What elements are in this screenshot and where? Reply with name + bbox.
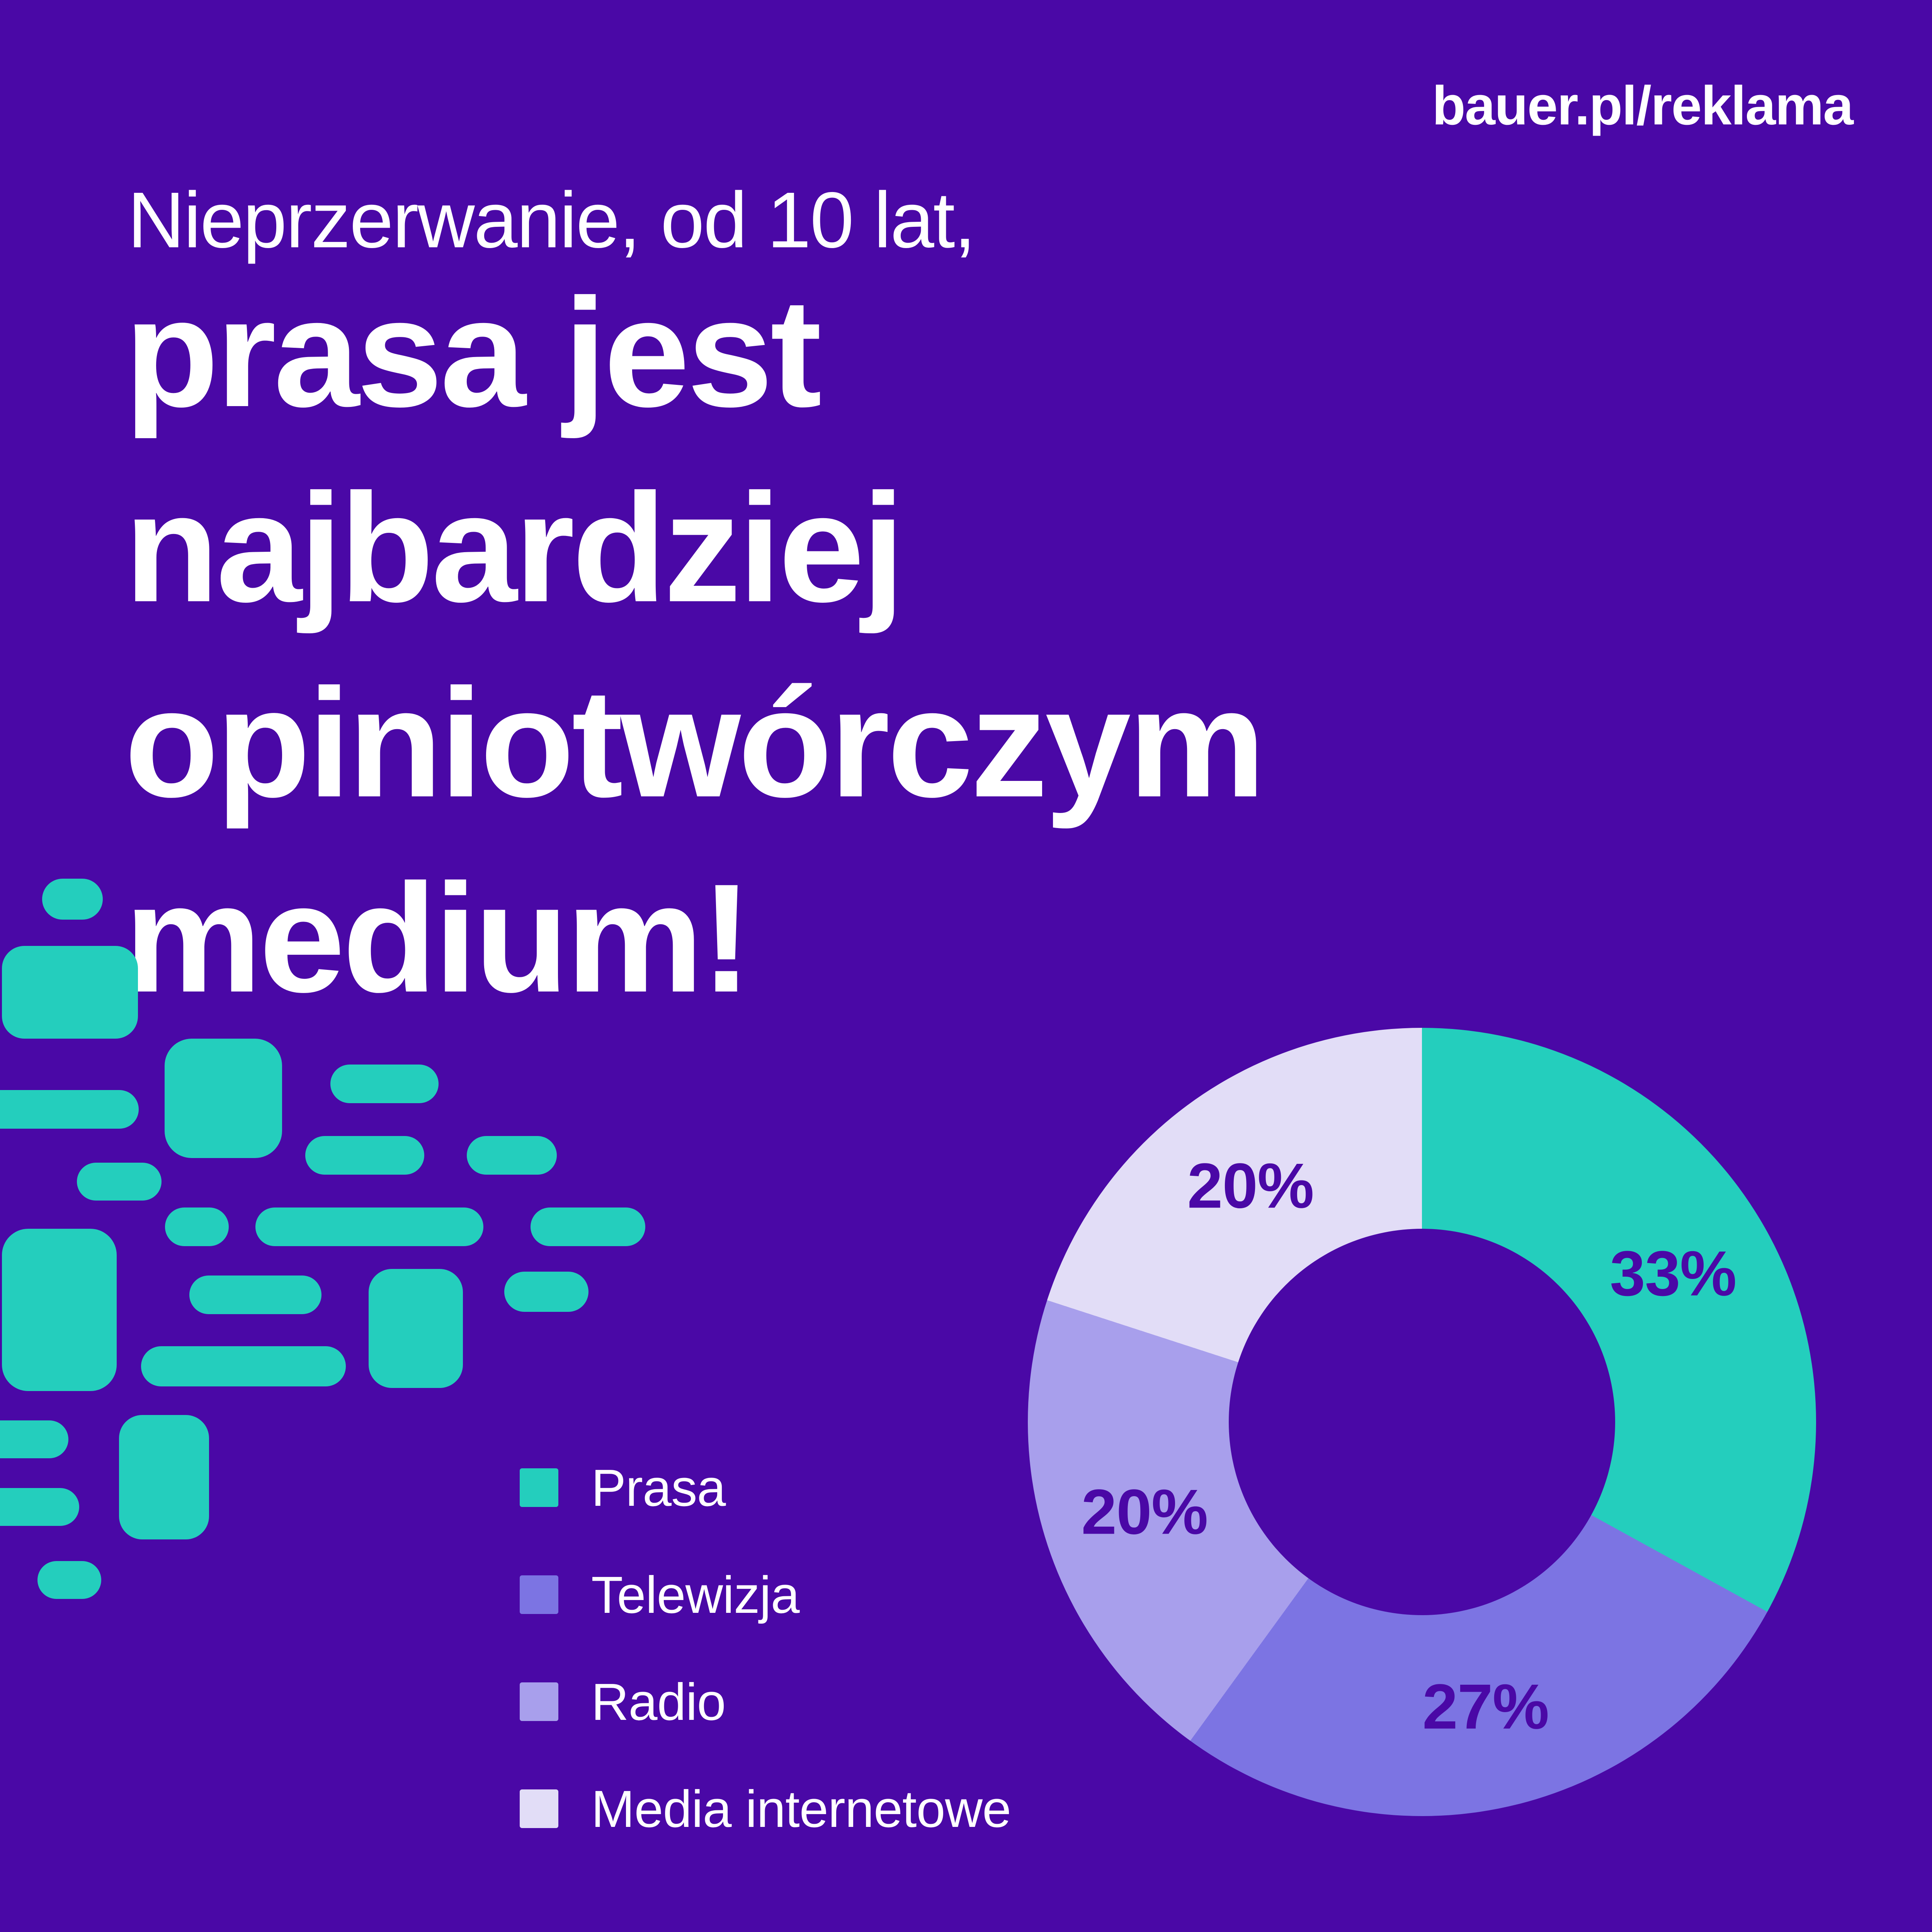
mosaic-tile [0,1488,79,1526]
legend-item: Radio [520,1673,1011,1731]
legend-swatch [520,1789,558,1828]
legend-swatch [520,1575,558,1614]
slice-value-label: 20% [1187,1150,1314,1221]
slice-value-label: 20% [1081,1476,1208,1548]
mosaic-tile [467,1136,557,1175]
legend-label: Radio [591,1672,726,1731]
donut-chart [1028,1028,1816,1816]
legend-label: Telewizja [591,1565,800,1624]
slice-value-label: 27% [1422,1671,1549,1742]
donut-hole [1229,1229,1615,1615]
legend-item: Prasa [520,1459,1011,1517]
legend-label: Media internetowe [591,1779,1011,1838]
legend-swatch [520,1468,558,1507]
mosaic-tile [369,1269,463,1388]
headline-line-1: prasa jest [124,266,822,439]
mosaic-tile [119,1415,209,1539]
mosaic-tile [0,1090,139,1129]
mosaic-tile [37,1561,101,1599]
chart-legend: Prasa Telewizja Radio Media internetowe [520,1459,1011,1838]
mosaic-tile [42,879,103,920]
legend-item: Media internetowe [520,1780,1011,1838]
mosaic-tile [255,1208,483,1246]
headline-intro: Nieprzerwanie, od 10 lat, [128,176,976,264]
legend-swatch [520,1682,558,1721]
mosaic-tile [504,1272,588,1312]
mosaic-tile [141,1346,346,1386]
legend-label: Prasa [591,1458,726,1517]
brand-url: bauer.pl/reklama [1432,75,1854,136]
mosaic-tile [165,1039,282,1158]
mosaic-tile [2,946,138,1039]
headline-line-2: najbardziej [124,461,905,634]
headline-line-4: medium! [124,852,752,1024]
mosaic-tile [165,1208,229,1246]
headline: prasa jest najbardziej opiniotwórczym me… [124,255,1266,1036]
legend-item: Telewizja [520,1566,1011,1624]
mosaic-tile [189,1276,321,1314]
slice-value-label: 33% [1610,1238,1736,1309]
mosaic-tile [531,1208,645,1246]
mosaic-tile [305,1136,424,1175]
mosaic-tile [330,1065,439,1103]
mosaic-tile [0,1420,68,1458]
headline-line-3: opiniotwórczym [124,656,1266,829]
mosaic-tile [77,1163,162,1201]
mosaic-tile [2,1229,117,1391]
